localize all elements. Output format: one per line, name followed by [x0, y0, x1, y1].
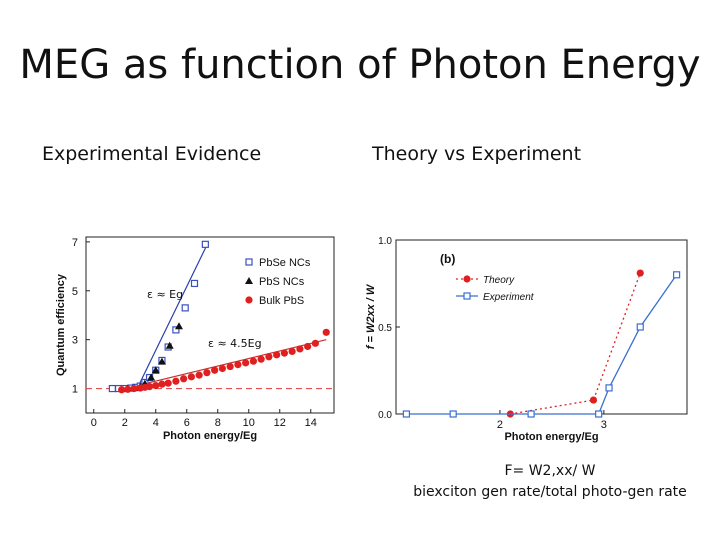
- data-point: [265, 353, 273, 361]
- caption-formula: F= W2,xx/ W: [504, 463, 596, 479]
- legend-label: Experiment: [483, 292, 535, 303]
- data-point: [124, 385, 132, 393]
- data-point: [527, 410, 535, 418]
- y-tick-label: 1.0: [378, 236, 392, 247]
- data-point: [449, 410, 457, 418]
- legend: PbSe NCs PbS NCs Bulk PbS: [245, 257, 311, 307]
- x-tick-label: 4: [153, 417, 159, 429]
- legend-marker: [245, 258, 253, 266]
- x-tick-label: 2: [497, 419, 503, 431]
- data-point: [595, 410, 603, 418]
- data-point: [673, 271, 681, 279]
- data-point: [218, 364, 226, 373]
- y-axis-label: Quantum efficiency: [55, 273, 67, 376]
- data-point: [288, 347, 296, 355]
- x-tick-label: 14: [305, 417, 317, 429]
- data-point: [201, 240, 209, 248]
- data-point: [147, 373, 156, 381]
- legend-label: Theory: [483, 275, 515, 286]
- legend-marker: [245, 296, 253, 304]
- x-tick-label: 2: [122, 417, 128, 429]
- legend-label: Bulk PbS: [259, 295, 304, 307]
- data-point: [211, 366, 219, 374]
- y-tick-label: 7: [72, 237, 78, 249]
- x-tick-label: 8: [215, 417, 221, 429]
- data-point: [311, 339, 319, 347]
- data-point: [187, 373, 195, 381]
- fraction-plot: 2 3 0.0 0.5 1.0 Photon energy/Eg f = W2xx / W (…: [365, 236, 688, 443]
- data-point: [172, 326, 180, 334]
- data-point: [322, 328, 330, 336]
- legend-marker: [245, 277, 253, 284]
- data-point: [164, 379, 172, 387]
- panel-label: (b): [440, 252, 455, 266]
- annotation: ε ≈ Eg: [147, 288, 183, 301]
- slide-title: MEG as function of Photon Energy: [19, 42, 701, 88]
- fit-line: [136, 241, 209, 389]
- data-point: [151, 366, 160, 374]
- x-tick-label: 10: [243, 417, 255, 429]
- qe-plot-frame: [85, 236, 335, 414]
- data-point: [636, 269, 644, 277]
- x-tick-label: 6: [184, 417, 190, 429]
- legend-marker: [463, 275, 471, 283]
- data-point: [296, 345, 304, 353]
- data-point: [172, 377, 180, 385]
- data-point: [280, 349, 288, 357]
- data-point: [118, 386, 126, 394]
- legend-marker: [463, 292, 471, 300]
- y-tick-label: 0.5: [378, 323, 392, 334]
- annotation: ε ≈ 4.5Eg: [208, 337, 262, 350]
- y-axis-label: f = W2xx / W: [365, 283, 377, 349]
- data-point: [158, 380, 166, 388]
- data-point: [195, 371, 203, 379]
- legend: Theory Experiment: [456, 275, 535, 303]
- legend-label: PbSe NCs: [259, 257, 311, 269]
- data-point: [249, 357, 257, 365]
- data-point: [203, 369, 211, 377]
- data-point: [152, 382, 160, 390]
- data-point: [226, 362, 234, 371]
- qe-plot: 0 2 4 6 8 10 12 14 1 3 5 7 Photon energy/Eg Quantum e…: [55, 236, 335, 442]
- data-point: [190, 279, 199, 288]
- x-tick-label: 12: [274, 417, 286, 429]
- y-tick-label: 3: [72, 335, 78, 347]
- data-point: [175, 322, 183, 330]
- right-heading: Theory vs Experiment: [372, 143, 582, 165]
- data-point: [605, 384, 613, 392]
- data-point: [130, 384, 138, 393]
- data-point: [589, 396, 598, 404]
- caption-description: biexciton gen rate/total photo-gen rate: [413, 484, 687, 500]
- x-tick-label: 3: [601, 419, 607, 431]
- data-point: [181, 304, 189, 312]
- data-point: [157, 357, 166, 365]
- data-point: [636, 323, 644, 331]
- x-tick-label: 0: [91, 417, 97, 429]
- y-tick-label: 1: [72, 384, 78, 396]
- x-axis-label: Photon energy/Eg: [504, 431, 598, 443]
- left-heading: Experimental Evidence: [42, 143, 262, 165]
- series-experiment: [402, 271, 681, 418]
- data-point: [145, 383, 154, 391]
- y-tick-label: 0.0: [378, 410, 392, 421]
- series-bulk-pbs: [118, 328, 330, 394]
- data-point: [273, 351, 281, 359]
- legend-label: PbS NCs: [259, 276, 305, 288]
- data-point: [257, 355, 265, 363]
- data-point: [304, 342, 312, 351]
- x-axis-label: Photon energy/Eg: [163, 430, 257, 442]
- data-point: [165, 341, 174, 349]
- data-point: [234, 361, 242, 369]
- data-point: [180, 375, 188, 383]
- data-point: [242, 359, 250, 367]
- data-point: [402, 410, 410, 418]
- y-tick-label: 5: [72, 286, 78, 298]
